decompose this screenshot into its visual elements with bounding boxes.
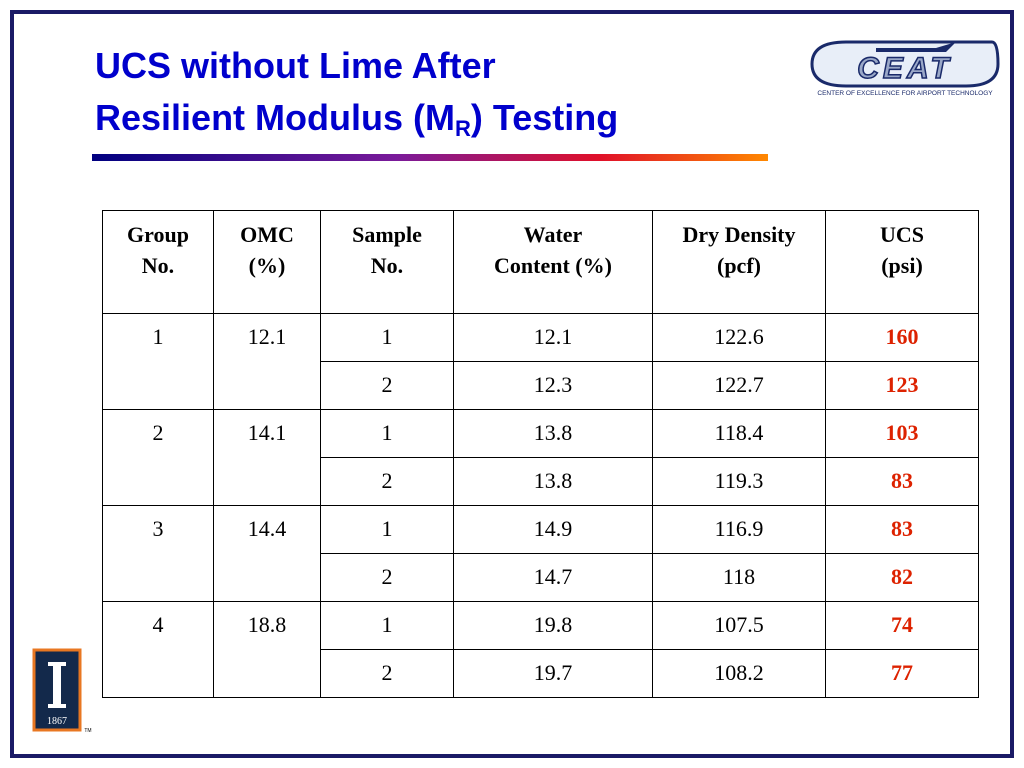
slide-frame — [10, 10, 1014, 758]
water-content-cell: 14.7 — [453, 553, 653, 602]
table-row: 2 14.1 1 13.8 118.4 103 — [102, 409, 979, 506]
header-cell: UCS (psi) — [825, 210, 979, 314]
header-text: No. — [141, 253, 175, 278]
water-content-cell: 12.1 — [453, 313, 653, 362]
header-text: (pcf) — [717, 253, 761, 278]
ucs-cell: 74 — [825, 601, 979, 650]
header-cell: OMC (%) — [213, 210, 321, 314]
sample-cell: 1 — [320, 601, 454, 650]
water-content-cell: 19.7 — [453, 649, 653, 698]
ucs-cell: 160 — [825, 313, 979, 362]
table-row: 4 18.8 1 19.8 107.5 74 — [102, 601, 979, 698]
omc-cell: 14.1 — [213, 409, 321, 506]
table-row: 2 12.3 122.7 123 — [103, 361, 979, 410]
university-logo: 1867 TM — [32, 648, 92, 734]
sample-cell: 2 — [320, 649, 454, 698]
logo-mark: CEAT — [857, 52, 952, 85]
ucs-cell: 123 — [825, 361, 979, 410]
water-content-cell: 14.9 — [453, 505, 653, 554]
title-line: UCS without Lime After — [95, 45, 496, 86]
header-text: (%) — [248, 253, 286, 278]
dry-density-cell: 107.5 — [652, 601, 826, 650]
title-line: ) Testing — [470, 97, 619, 138]
dry-density-cell: 122.6 — [652, 313, 826, 362]
sample-cell: 2 — [320, 361, 454, 410]
header-text: OMC — [240, 222, 294, 247]
ucs-cell: 82 — [825, 553, 979, 602]
header-cell: Group No. — [102, 210, 214, 314]
water-content-cell: 13.8 — [453, 409, 653, 458]
ucs-cell: 103 — [825, 409, 979, 458]
data-table: Group No. OMC (%) Sample No. Water Content (%) D… — [102, 210, 979, 698]
title-rule — [92, 154, 768, 161]
dry-density-cell: 108.2 — [652, 649, 826, 698]
header-cell: Sample No. — [320, 210, 454, 314]
group-cell: 4 — [102, 601, 214, 698]
ucs-cell: 83 — [825, 457, 979, 506]
header-text: No. — [370, 253, 404, 278]
header-cell: Water Content (%) — [453, 210, 653, 314]
ucs-cell: 83 — [825, 505, 979, 554]
water-content-cell: 12.3 — [453, 361, 653, 410]
sample-cell: 1 — [320, 313, 454, 362]
dry-density-cell: 119.3 — [652, 457, 826, 506]
table-row: 1 12.1 1 12.1 122.6 160 — [102, 313, 979, 410]
header-text: (psi) — [881, 253, 923, 278]
sample-cell: 1 — [320, 409, 454, 458]
omc-cell: 12.1 — [213, 313, 321, 410]
header-text: Content (%) — [494, 253, 612, 278]
dry-density-cell: 116.9 — [652, 505, 826, 554]
ceat-logo: CEAT CENTER OF EXCELLENCE FOR AIRPORT TE… — [810, 40, 1000, 97]
sample-cell: 2 — [320, 553, 454, 602]
title-subscript: R — [455, 116, 471, 141]
ucs-cell: 77 — [825, 649, 979, 698]
dry-density-cell: 122.7 — [652, 361, 826, 410]
omc-cell: 18.8 — [213, 601, 321, 698]
dry-density-cell: 118.4 — [652, 409, 826, 458]
water-content-cell: 13.8 — [453, 457, 653, 506]
table-row: 2 13.8 119.3 83 — [103, 457, 979, 506]
header-cell: Dry Density (pcf) — [652, 210, 826, 314]
header-text: UCS — [879, 222, 924, 247]
group-cell: 3 — [102, 505, 214, 602]
table-row: 3 14.4 1 14.9 116.9 83 — [102, 505, 979, 602]
water-content-cell: 19.8 — [453, 601, 653, 650]
table-row: 2 14.7 118 82 — [103, 553, 979, 602]
title-line: Resilient Modulus (M — [95, 97, 455, 138]
header-text: Dry Density — [682, 222, 796, 247]
omc-cell: 14.4 — [213, 505, 321, 602]
header-text: Sample — [352, 222, 422, 247]
header-row: Group No. OMC (%) Sample No. Water Content (%) D… — [102, 210, 979, 314]
sample-cell: 2 — [320, 457, 454, 506]
dry-density-cell: 118 — [652, 553, 826, 602]
logo-caption: CENTER OF EXCELLENCE FOR AIRPORT TECHNOL… — [817, 90, 993, 97]
sample-cell: 1 — [320, 505, 454, 554]
header-text: Group — [127, 222, 189, 247]
group-cell: 1 — [102, 313, 214, 410]
logo-trademark: TM — [84, 728, 91, 734]
slide-title: UCS without Lime After Resilient Modulus … — [95, 40, 618, 144]
logo-year: 1867 — [47, 716, 67, 727]
group-cell: 2 — [102, 409, 214, 506]
header-text: Water — [523, 222, 583, 247]
table-row: 2 19.7 108.2 77 — [103, 649, 979, 698]
